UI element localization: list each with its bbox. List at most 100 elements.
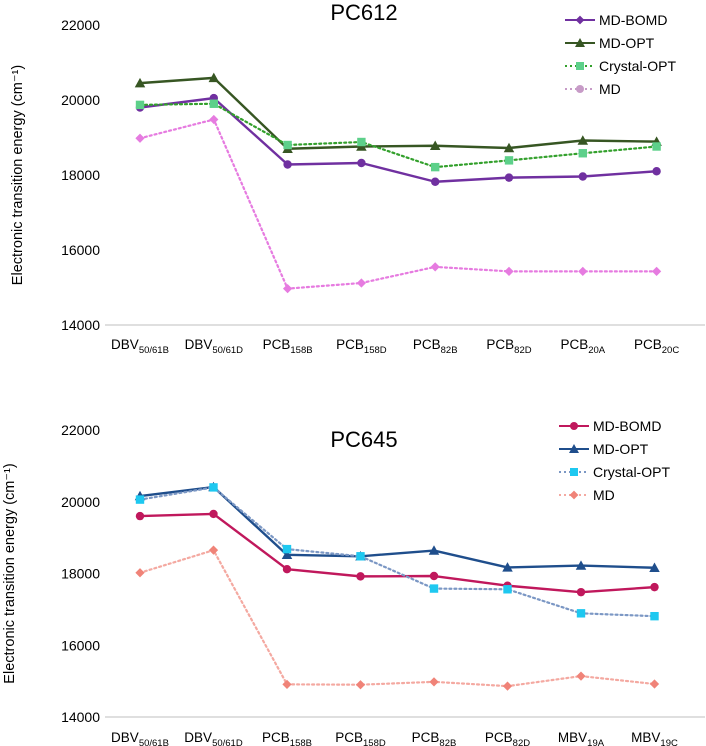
x-tick-label: DBV50/61B (111, 337, 169, 356)
data-point (503, 585, 512, 594)
data-point (135, 100, 145, 110)
legend-label: Crystal-OPT (593, 464, 670, 480)
data-point (429, 571, 439, 581)
chart-title: PC612 (330, 0, 397, 25)
x-tick-label: MBV19A (558, 730, 605, 746)
y-tick-label: 16000 (61, 242, 100, 258)
y-tick-label: 14000 (61, 317, 100, 333)
legend-swatch-marker (576, 62, 584, 70)
data-point (135, 511, 145, 521)
data-point (282, 284, 293, 294)
y-axis-ticks: 14000 16000 18000 20000 22000 (61, 422, 100, 725)
x-tick-label: DBV50/61B (111, 730, 169, 746)
data-point (209, 483, 218, 492)
chart-pc612: PC612 Electronic transition energy (cm⁻¹)… (10, 0, 705, 356)
data-point (431, 177, 440, 186)
legend-swatch-marker (575, 15, 585, 25)
legend-item: Crystal-OPT (559, 464, 670, 480)
data-point (281, 549, 293, 560)
chart-title: PC645 (330, 427, 397, 452)
series-md (135, 545, 660, 691)
legend-item: MD-BOMD (565, 12, 667, 28)
legend-item: MD (565, 81, 621, 97)
data-point (577, 135, 589, 145)
data-point (502, 681, 513, 691)
legend-swatch-marker (575, 38, 585, 47)
series-md-opt (134, 72, 662, 153)
data-point (502, 562, 513, 572)
data-point (652, 142, 661, 151)
series-line (138, 102, 658, 169)
data-point (356, 552, 365, 561)
data-point (208, 545, 219, 555)
x-tick-label: PCB20A (560, 337, 605, 356)
y-axis-label: Electronic transition energy (cm⁻¹) (10, 65, 26, 285)
x-tick-label: MBV19C (631, 730, 678, 746)
legend-label: MD (593, 487, 615, 503)
legend-swatch-marker (569, 490, 579, 500)
data-point (283, 140, 292, 150)
x-tick-label: PCB82D (485, 730, 530, 746)
legend-swatch-marker (569, 444, 579, 453)
data-point (504, 266, 514, 276)
data-point (649, 679, 660, 689)
y-axis-label: Electronic transition energy (cm⁻¹) (2, 463, 18, 683)
data-point (283, 160, 292, 169)
data-point (134, 77, 146, 88)
data-point (575, 560, 587, 570)
y-tick-label: 14000 (61, 709, 100, 725)
legend-item: MD (559, 487, 615, 503)
x-tick-label: DBV50/61D (184, 730, 243, 746)
data-point (429, 677, 439, 687)
data-point (209, 114, 219, 125)
legend: MD-BOMD MD-OPT Crystal-OPT MD (559, 418, 670, 503)
y-tick-label: 20000 (61, 494, 100, 510)
y-axis-ticks: 14000 16000 18000 20000 22000 (61, 17, 100, 333)
data-point (135, 495, 145, 504)
data-point (651, 266, 662, 276)
legend-label: MD-BOMD (599, 12, 667, 28)
legend: MD-BOMD MD-OPT Crystal-OPT MD (565, 12, 676, 97)
legend-item: MD-OPT (565, 35, 655, 51)
legend-label: MD-OPT (599, 35, 655, 51)
series-line (139, 96, 657, 183)
data-point (429, 584, 439, 593)
data-point (576, 671, 586, 681)
data-point (282, 544, 292, 554)
data-point (282, 679, 292, 689)
legend-label: MD (599, 81, 621, 97)
data-point (576, 587, 586, 597)
data-point (356, 572, 365, 581)
series-md (135, 114, 662, 294)
x-axis-ticks: DBV50/61B DBV50/61D PCB158B PCB158D PCB82B PC… (111, 730, 678, 746)
series-line (139, 485, 655, 569)
data-point (135, 133, 145, 143)
y-tick-label: 20000 (61, 92, 100, 108)
legend-label: Crystal-OPT (599, 58, 676, 74)
x-tick-label: PCB158B (263, 337, 313, 356)
x-tick-label: PCB82B (413, 337, 458, 356)
data-point (356, 278, 367, 288)
series-crystal-opt (135, 99, 661, 172)
x-tick-label: PCB82D (486, 337, 531, 356)
series-line (139, 512, 655, 594)
x-tick-label: PCB82B (412, 730, 457, 746)
y-tick-label: 22000 (61, 17, 100, 33)
y-tick-label: 16000 (61, 637, 100, 653)
data-point (650, 611, 659, 621)
series-crystal-opt (135, 483, 659, 621)
data-point (650, 582, 659, 592)
data-point (357, 158, 366, 168)
series-md-bomd (135, 509, 659, 597)
data-point (504, 156, 514, 165)
legend-swatch-marker (570, 468, 578, 476)
data-point (504, 173, 514, 182)
data-point (430, 262, 440, 272)
y-tick-label: 18000 (61, 167, 100, 183)
x-axis-ticks: DBV50/61B DBV50/61D PCB158B PCB158D PCB82B PC… (111, 337, 679, 356)
x-tick-label: PCB158D (335, 730, 386, 746)
series-line (138, 118, 658, 290)
data-point (135, 568, 145, 578)
legend-label: MD-OPT (593, 441, 649, 457)
data-point (209, 99, 218, 108)
